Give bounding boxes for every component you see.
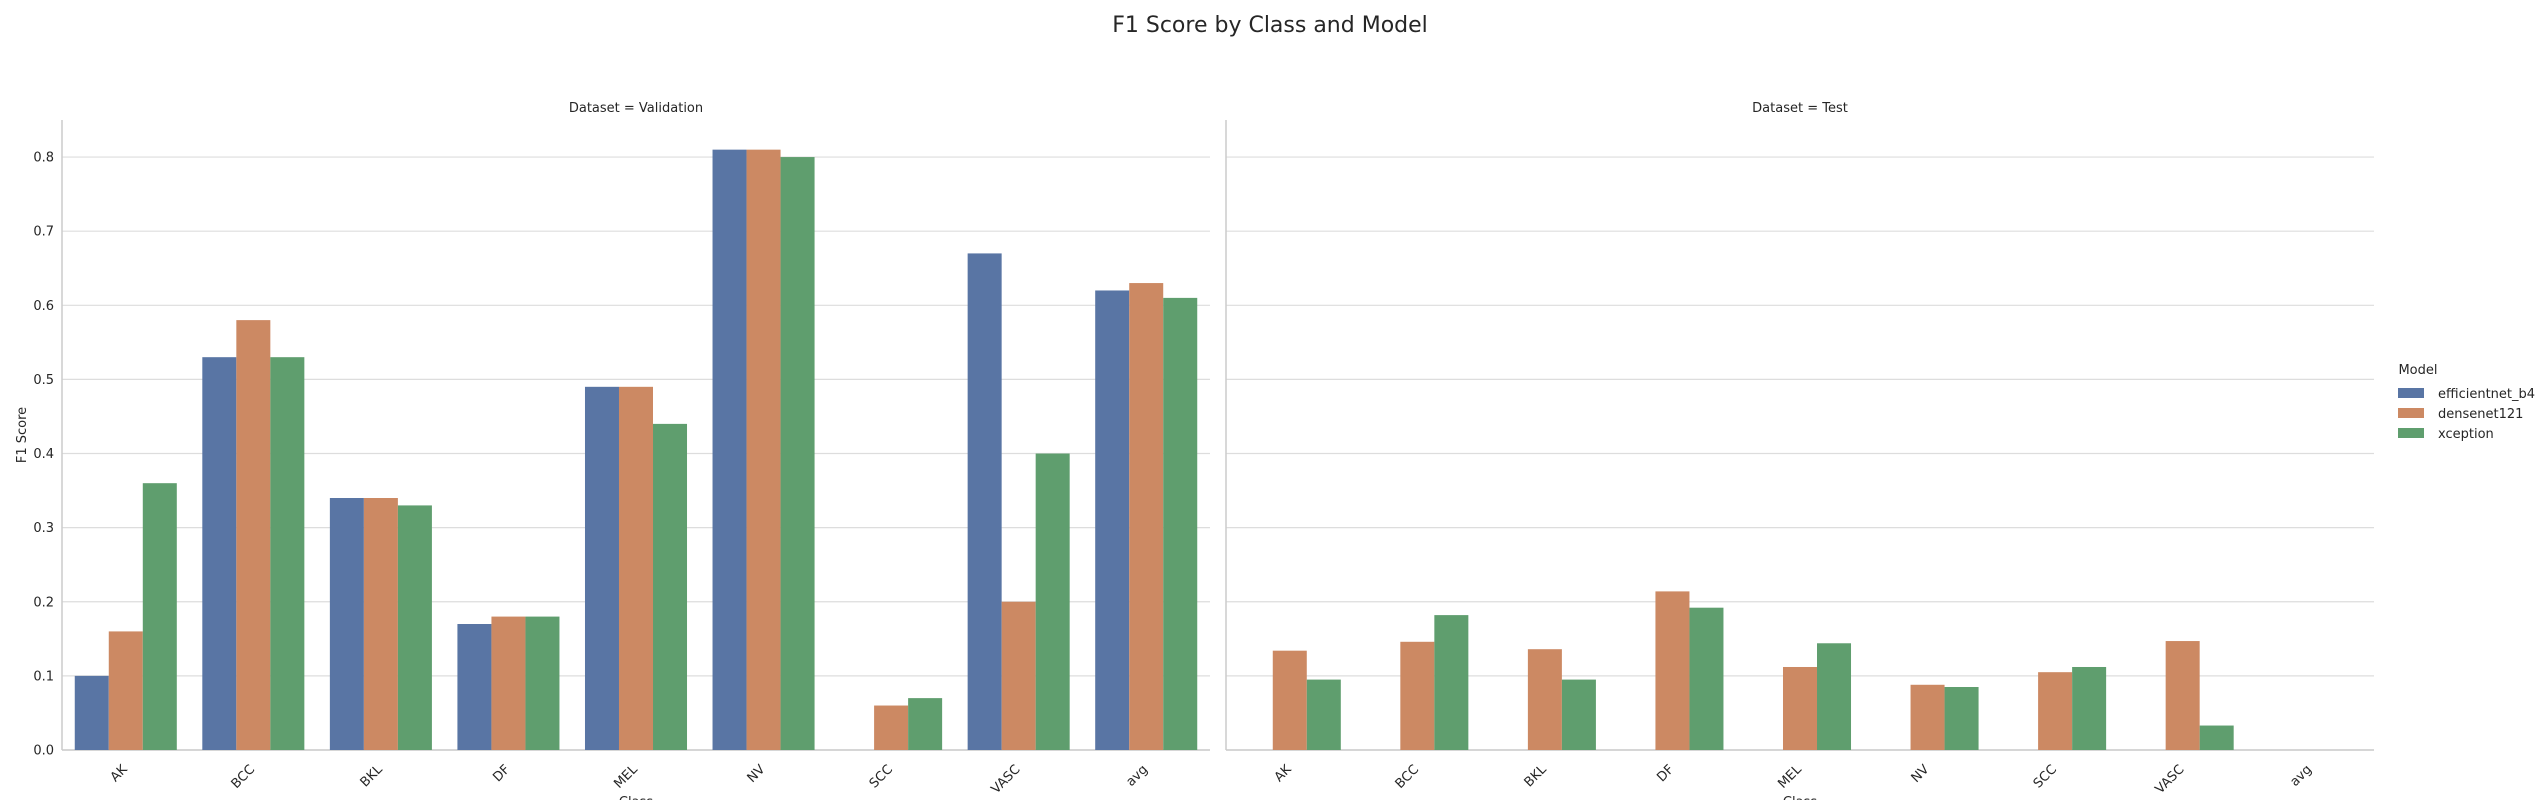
x-tick-label: SCC <box>2031 762 2060 791</box>
bar-densenet121-avg <box>1129 283 1164 750</box>
bar-densenet121-BKL <box>1527 649 1562 750</box>
bar-densenet121-NV <box>746 149 781 750</box>
x-tick-label: DF <box>1654 762 1677 785</box>
bar-xception-BKL <box>1561 679 1596 750</box>
bar-densenet121-SCC <box>2038 672 2073 750</box>
bar-densenet121-AK <box>1272 650 1307 750</box>
x-tick-label: DF <box>490 762 513 785</box>
bar-xception-NV <box>780 157 815 750</box>
x-tick-label: VASC <box>2153 762 2188 797</box>
bar-efficientnet_b4-BKL <box>329 498 364 750</box>
x-tick-label: SCC <box>867 762 896 791</box>
x-axis-label: Class <box>1783 795 1817 800</box>
y-tick-label: 0.0 <box>33 744 54 759</box>
bar-xception-SCC <box>2072 666 2107 750</box>
legend-label: efficientnet_b4 <box>2438 387 2535 402</box>
bar-densenet121-MEL <box>618 386 653 750</box>
bar-xception-DF <box>1689 607 1724 750</box>
y-tick-label: 0.4 <box>33 447 54 462</box>
bar-densenet121-BCC <box>236 320 271 750</box>
bar-xception-VASC <box>1035 453 1070 750</box>
bar-xception-DF <box>525 616 560 750</box>
x-tick-label: avg <box>2288 762 2316 790</box>
legend-label: xception <box>2438 427 2494 442</box>
x-tick-label: NV <box>1909 762 1933 786</box>
bar-xception-AK <box>1306 679 1341 750</box>
y-tick-label: 0.2 <box>33 595 54 610</box>
bar-efficientnet_b4-BCC <box>202 357 237 750</box>
legend-swatch <box>2398 388 2424 398</box>
panel-title: Dataset = Test <box>1752 101 1848 116</box>
bar-densenet121-BKL <box>363 498 398 750</box>
x-tick-label: MEL <box>611 762 641 792</box>
legend-title: Model <box>2398 363 2437 378</box>
chart-title: F1 Score by Class and Model <box>1112 13 1428 38</box>
bar-densenet121-MEL <box>1782 666 1817 750</box>
bar-efficientnet_b4-AK <box>74 675 109 750</box>
bar-xception-SCC <box>908 698 943 750</box>
bar-densenet121-VASC <box>1001 601 1036 750</box>
bar-densenet121-AK <box>108 631 143 750</box>
panels: Dataset = Validation 0.0 0.1 0.2 0.3 0.4 0.5 0.… <box>15 101 2374 800</box>
bar-densenet121-SCC <box>874 705 909 750</box>
y-tick-label: 0.5 <box>33 373 54 388</box>
y-tick-label: 0.8 <box>33 151 54 166</box>
y-tick-label: 0.6 <box>33 299 54 314</box>
x-tick-label: avg <box>1124 762 1152 790</box>
legend-swatch <box>2398 428 2424 438</box>
bar-xception-BCC <box>270 357 305 750</box>
x-tick-label: VASC <box>989 762 1024 797</box>
bar-densenet121-DF <box>1655 591 1690 750</box>
legend-label: densenet121 <box>2438 407 2523 422</box>
bar-densenet121-DF <box>491 616 526 750</box>
bar-xception-VASC <box>2199 725 2234 750</box>
x-tick-label: MEL <box>1775 762 1805 792</box>
bar-xception-MEL <box>653 423 688 750</box>
panel-title: Dataset = Validation <box>569 101 703 116</box>
panel-2: Dataset = Test AK BCC BKL DF MEL NV SCC VASC avg C… <box>1225 101 2374 800</box>
bar-densenet121-VASC <box>2165 641 2200 750</box>
bar-efficientnet_b4-VASC <box>967 253 1002 750</box>
bar-efficientnet_b4-MEL <box>584 386 619 750</box>
bar-xception-BCC <box>1434 615 1469 750</box>
x-tick-label: BCC <box>229 762 259 792</box>
y-axis-label: F1 Score <box>15 407 30 463</box>
y-tick-label: 0.3 <box>33 521 54 536</box>
legend-swatch <box>2398 408 2424 418</box>
bar-xception-MEL <box>1817 643 1852 750</box>
x-tick-label: BCC <box>1393 762 1423 792</box>
bar-xception-AK <box>142 483 177 750</box>
bar-densenet121-NV <box>1910 684 1945 750</box>
x-axis-label: Class <box>619 795 653 800</box>
x-tick-label: NV <box>745 762 769 786</box>
x-tick-label: AK <box>1272 762 1295 785</box>
bar-xception-NV <box>1944 687 1979 750</box>
x-tick-label: AK <box>108 762 131 785</box>
y-tick-label: 0.7 <box>33 225 54 240</box>
panel-1: Dataset = Validation 0.0 0.1 0.2 0.3 0.4 0.5 0.… <box>33 101 1210 800</box>
bar-densenet121-BCC <box>1400 641 1435 750</box>
bar-efficientnet_b4-DF <box>457 624 492 750</box>
bar-xception-avg <box>1163 297 1198 750</box>
bar-efficientnet_b4-NV <box>712 149 747 750</box>
bar-xception-BKL <box>397 505 432 750</box>
bar-efficientnet_b4-avg <box>1095 290 1130 750</box>
y-tick-label: 0.1 <box>33 669 54 684</box>
x-tick-label: BKL <box>358 762 387 791</box>
x-tick-label: BKL <box>1522 762 1551 791</box>
